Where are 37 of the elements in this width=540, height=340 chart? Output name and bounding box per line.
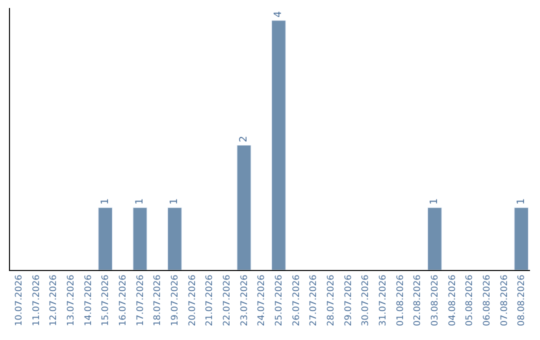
- data-label: 1: [516, 198, 527, 205]
- x-tick-label: 29.07.2026: [344, 274, 354, 326]
- x-tick-label: 07.08.2026: [500, 274, 510, 326]
- x-tick-label: 17.07.2026: [136, 274, 146, 326]
- x-tick-label: 06.08.2026: [482, 274, 493, 326]
- x-tick-label: 03.08.2026: [430, 274, 441, 326]
- x-tick-label: 11.07.2026: [32, 274, 42, 326]
- x-tick-label: 25.07.2026: [274, 274, 285, 326]
- x-tick-label: 12.07.2026: [49, 274, 60, 326]
- x-tick-label: 22.07.2026: [222, 274, 233, 326]
- x-tick-label: 20.07.2026: [188, 274, 198, 326]
- data-label: 4: [273, 11, 284, 18]
- data-label: 2: [238, 136, 250, 142]
- x-tick-label: 02.08.2026: [413, 274, 424, 326]
- x-tick-label: 28.07.2026: [326, 274, 337, 326]
- x-tick-label: 05.08.2026: [465, 274, 476, 326]
- x-tick-label: 04.08.2026: [448, 274, 458, 326]
- x-tick-label: 18.07.2026: [153, 274, 164, 326]
- x-tick-label: 27.07.2026: [309, 274, 320, 326]
- x-tick-label: 21.07.2026: [205, 274, 216, 326]
- data-label: 1: [134, 198, 146, 205]
- data-label: 1: [169, 198, 180, 205]
- x-tick-label: 24.07.2026: [257, 274, 268, 326]
- x-tick-label: 15.07.2026: [101, 274, 112, 326]
- x-tick-label: 19.07.2026: [170, 274, 181, 326]
- x-tick-label: 23.07.2026: [240, 274, 250, 326]
- x-tick-label: 13.07.2026: [66, 274, 77, 326]
- x-tick-label: 10.07.2026: [14, 274, 25, 326]
- x-tick-label: 08.08.2026: [517, 274, 528, 326]
- x-tick-label: 01.08.2026: [396, 274, 406, 326]
- x-tick-label: 14.07.2026: [84, 274, 94, 326]
- x-tick-label: 31.07.2026: [378, 274, 389, 326]
- x-tick-label: 16.07.2026: [118, 274, 129, 326]
- x-tick-label: 30.07.2026: [361, 274, 372, 326]
- x-tick-label: 26.07.2026: [292, 274, 302, 326]
- data-label: 1: [100, 198, 111, 205]
- data-label: 1: [429, 198, 440, 205]
